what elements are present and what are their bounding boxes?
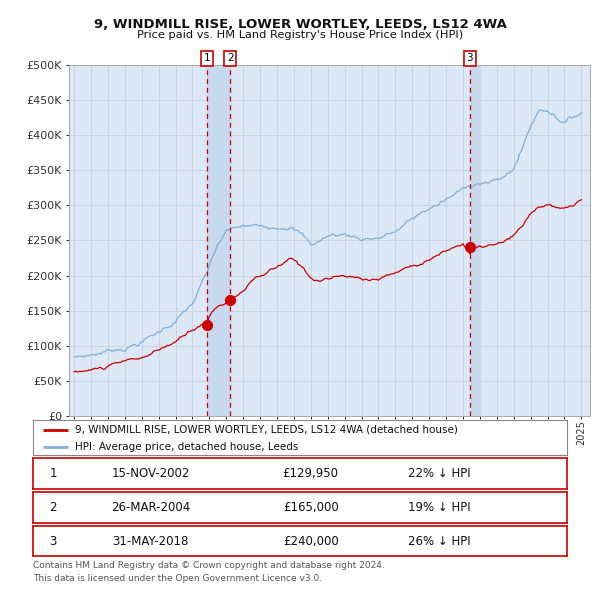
Text: 26-MAR-2004: 26-MAR-2004 (111, 501, 190, 514)
Point (226, 296, 235, 305)
Bar (470, 65, 480, 416)
Text: 22% ↓ HPI: 22% ↓ HPI (407, 467, 470, 480)
Bar (207, 65, 230, 416)
Text: HPI: Average price, detached house, Leeds: HPI: Average price, detached house, Leed… (74, 442, 298, 451)
Text: 26% ↓ HPI: 26% ↓ HPI (407, 535, 470, 548)
Text: Contains HM Land Registry data © Crown copyright and database right 2024.: Contains HM Land Registry data © Crown c… (33, 561, 385, 570)
Text: 9, WINDMILL RISE, LOWER WORTLEY, LEEDS, LS12 4WA (detached house): 9, WINDMILL RISE, LOWER WORTLEY, LEEDS, … (74, 425, 458, 435)
Text: 3: 3 (467, 54, 473, 64)
Text: Price paid vs. HM Land Registry's House Price Index (HPI): Price paid vs. HM Land Registry's House … (137, 30, 463, 40)
Point (202, 320, 212, 329)
Text: 19% ↓ HPI: 19% ↓ HPI (407, 501, 470, 514)
Text: This data is licensed under the Open Government Licence v3.0.: This data is licensed under the Open Gov… (33, 574, 322, 583)
Text: £240,000: £240,000 (283, 535, 338, 548)
Text: 1: 1 (204, 54, 211, 64)
Text: £129,950: £129,950 (283, 467, 338, 480)
Text: £165,000: £165,000 (283, 501, 338, 514)
Text: 31-MAY-2018: 31-MAY-2018 (112, 535, 188, 548)
Text: 2: 2 (227, 54, 233, 64)
Text: 15-NOV-2002: 15-NOV-2002 (111, 467, 190, 480)
Text: 1: 1 (50, 467, 57, 480)
Text: 2: 2 (50, 501, 57, 514)
Point (465, 242, 475, 252)
Text: 3: 3 (50, 535, 57, 548)
Text: 9, WINDMILL RISE, LOWER WORTLEY, LEEDS, LS12 4WA: 9, WINDMILL RISE, LOWER WORTLEY, LEEDS, … (94, 18, 506, 31)
